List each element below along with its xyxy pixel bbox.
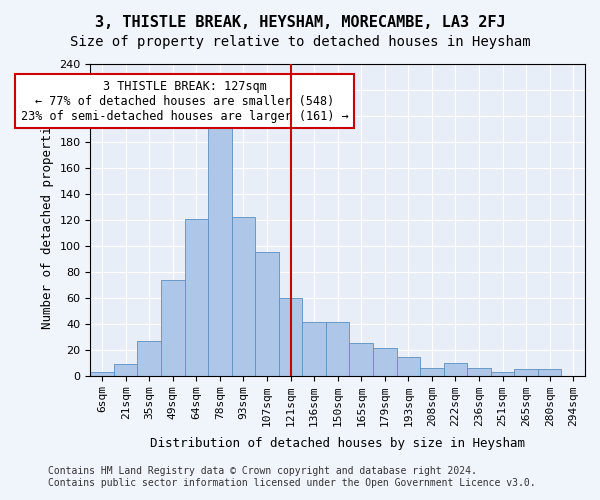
Bar xyxy=(255,252,279,376)
Bar xyxy=(514,369,538,376)
Bar xyxy=(302,322,326,376)
Bar xyxy=(161,280,185,376)
Bar xyxy=(137,340,161,376)
Bar xyxy=(208,118,232,376)
Text: Size of property relative to detached houses in Heysham: Size of property relative to detached ho… xyxy=(70,35,530,49)
Bar xyxy=(491,372,514,376)
Bar xyxy=(114,364,137,376)
Bar xyxy=(326,322,349,376)
Bar xyxy=(373,348,397,376)
Bar xyxy=(538,369,562,376)
Text: Contains HM Land Registry data © Crown copyright and database right 2024.
Contai: Contains HM Land Registry data © Crown c… xyxy=(48,466,536,487)
Y-axis label: Number of detached properties: Number of detached properties xyxy=(41,111,54,328)
X-axis label: Distribution of detached houses by size in Heysham: Distribution of detached houses by size … xyxy=(150,437,525,450)
Bar xyxy=(279,298,302,376)
Text: 3, THISTLE BREAK, HEYSHAM, MORECAMBE, LA3 2FJ: 3, THISTLE BREAK, HEYSHAM, MORECAMBE, LA… xyxy=(95,15,505,30)
Bar xyxy=(397,358,420,376)
Bar xyxy=(232,217,255,376)
Bar xyxy=(443,362,467,376)
Bar xyxy=(91,372,114,376)
Text: 3 THISTLE BREAK: 127sqm
← 77% of detached houses are smaller (548)
23% of semi-d: 3 THISTLE BREAK: 127sqm ← 77% of detache… xyxy=(20,80,349,122)
Bar xyxy=(349,343,373,376)
Bar xyxy=(467,368,491,376)
Bar xyxy=(185,218,208,376)
Bar xyxy=(420,368,443,376)
